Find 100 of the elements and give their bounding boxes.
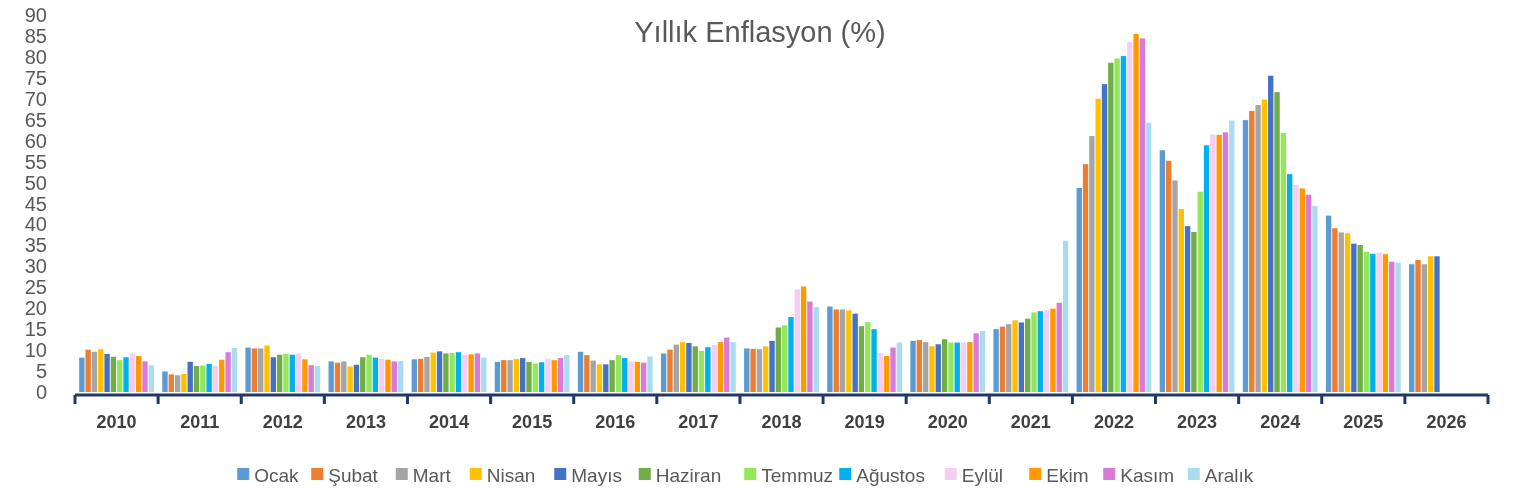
- bar: [494, 361, 501, 392]
- bar: [507, 360, 513, 392]
- bar: [1351, 243, 1357, 392]
- bar: [123, 357, 129, 392]
- bar: [551, 360, 557, 392]
- bar: [468, 354, 474, 392]
- bar: [117, 360, 123, 392]
- bar: [615, 355, 622, 392]
- bar: [372, 357, 379, 392]
- bar: [289, 354, 295, 392]
- x-tick-label: 2013: [345, 412, 386, 432]
- bar: [1139, 38, 1146, 392]
- bar: [1389, 261, 1395, 392]
- bar: [270, 357, 277, 392]
- bar: [1095, 98, 1101, 392]
- bar: [545, 358, 551, 392]
- bar: [276, 354, 283, 392]
- bar: [1191, 231, 1197, 392]
- bar: [449, 353, 455, 392]
- legend-label: Temmuz: [761, 464, 834, 486]
- bar: [1325, 215, 1332, 392]
- bar: [1382, 254, 1389, 392]
- legend-label: Eylül: [961, 464, 1003, 486]
- bar: [1370, 253, 1376, 392]
- bar: [1101, 84, 1108, 392]
- bar: [1197, 191, 1203, 392]
- legend-label: Kasım: [1120, 464, 1175, 486]
- bar: [417, 358, 424, 392]
- bar: [1146, 122, 1152, 392]
- bar: [1344, 233, 1351, 392]
- y-tick-label: 80: [24, 45, 47, 68]
- bar: [162, 371, 168, 392]
- bar: [1421, 264, 1428, 392]
- bar: [1089, 136, 1095, 392]
- bar: [852, 313, 858, 392]
- bar: [1082, 164, 1089, 392]
- legend-label: Ağustos: [856, 464, 925, 486]
- bar: [1127, 42, 1133, 392]
- bar: [219, 359, 225, 392]
- bar: [622, 358, 628, 392]
- bar: [954, 342, 960, 392]
- bar: [1415, 260, 1421, 392]
- bar: [283, 353, 289, 392]
- bar: [212, 366, 219, 392]
- y-tick-label: 50: [24, 171, 47, 194]
- bar: [1268, 75, 1274, 392]
- bar: [148, 365, 154, 392]
- bar: [258, 348, 264, 392]
- x-tick-label: 2023: [1177, 412, 1218, 432]
- bar: [1203, 145, 1210, 392]
- x-tick-label: 2018: [761, 412, 802, 432]
- bar: [1395, 262, 1401, 392]
- bar: [79, 357, 85, 392]
- bar: [302, 359, 308, 392]
- bar: [717, 342, 724, 392]
- bar: [756, 349, 763, 392]
- bar: [884, 355, 890, 392]
- bar: [679, 342, 686, 392]
- y-tick-label: 90: [24, 4, 47, 26]
- bar: [1133, 33, 1139, 392]
- bar: [1166, 160, 1172, 392]
- y-tick-label: 55: [24, 150, 47, 173]
- bar: [98, 349, 104, 392]
- y-tick-label: 25: [24, 276, 47, 299]
- bar: [590, 360, 596, 392]
- x-tick-label: 2017: [678, 412, 719, 432]
- bar: [328, 361, 334, 392]
- y-tick-label: 40: [24, 213, 47, 236]
- bar: [526, 361, 532, 392]
- bar: [295, 353, 302, 392]
- y-tick-label: 45: [24, 192, 47, 215]
- bar: [1184, 226, 1191, 392]
- bar: [584, 355, 590, 392]
- bar: [557, 358, 564, 392]
- bar: [896, 342, 903, 392]
- bar: [1293, 185, 1299, 392]
- bar: [347, 366, 353, 392]
- bar: [667, 349, 673, 392]
- bar: [999, 326, 1006, 392]
- bar: [750, 348, 756, 392]
- bar: [948, 342, 954, 392]
- bar: [1210, 134, 1216, 392]
- x-tick-label: 2021: [1010, 412, 1051, 432]
- bar: [520, 358, 526, 392]
- bar: [941, 339, 948, 392]
- bar: [564, 355, 570, 392]
- bar: [1357, 244, 1363, 392]
- bar: [341, 361, 347, 392]
- bar: [660, 353, 667, 392]
- bar: [1006, 324, 1012, 392]
- bar: [1255, 105, 1261, 392]
- y-tick-label: 70: [24, 87, 47, 110]
- y-tick-label: 15: [24, 318, 47, 341]
- bar: [1050, 308, 1056, 392]
- x-tick-label: 2011: [180, 412, 220, 432]
- bar: [609, 360, 615, 392]
- bar: [686, 342, 692, 392]
- bar: [1178, 208, 1184, 392]
- legend-label: Mart: [412, 464, 452, 486]
- bar: [1261, 99, 1268, 392]
